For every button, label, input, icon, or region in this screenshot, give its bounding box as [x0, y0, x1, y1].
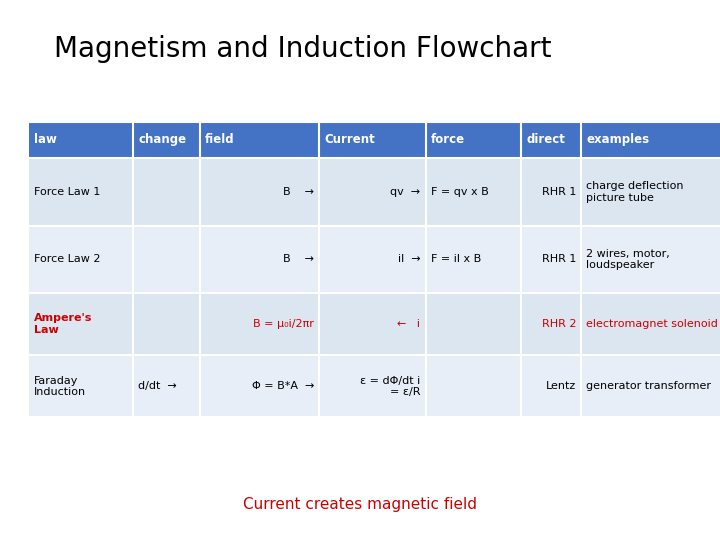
Text: B    →: B → — [283, 187, 314, 197]
Text: change: change — [138, 133, 186, 146]
Text: Faraday
Induction: Faraday Induction — [34, 375, 86, 397]
Text: direct: direct — [526, 133, 565, 146]
Bar — [581, 122, 720, 158]
Text: generator transformer: generator transformer — [586, 381, 711, 391]
Text: Force Law 1: Force Law 1 — [34, 187, 100, 197]
Text: RHR 1: RHR 1 — [541, 187, 576, 197]
Text: Φ = B*A  →: Φ = B*A → — [251, 381, 314, 391]
Text: Current: Current — [324, 133, 374, 146]
Text: Magnetism and Induction Flowchart: Magnetism and Induction Flowchart — [54, 35, 552, 63]
Text: law: law — [34, 133, 57, 146]
Bar — [200, 122, 319, 158]
Bar — [29, 293, 720, 355]
Bar — [426, 122, 521, 158]
Text: il  →: il → — [398, 254, 420, 265]
Bar — [29, 355, 720, 417]
Text: Force Law 2: Force Law 2 — [34, 254, 100, 265]
Text: Ampere's
Law: Ampere's Law — [34, 313, 92, 335]
Text: RHR 2: RHR 2 — [541, 319, 576, 329]
Text: qv  →: qv → — [390, 187, 420, 197]
Bar — [29, 158, 720, 226]
Bar — [521, 122, 581, 158]
Text: RHR 1: RHR 1 — [541, 254, 576, 265]
Bar — [319, 122, 426, 158]
Text: charge deflection
picture tube: charge deflection picture tube — [586, 181, 683, 202]
Text: examples: examples — [586, 133, 649, 146]
Bar — [29, 122, 133, 158]
Text: d/dt  →: d/dt → — [138, 381, 177, 391]
Text: F = il x B: F = il x B — [431, 254, 481, 265]
Text: electromagnet solenoid: electromagnet solenoid — [586, 319, 718, 329]
Text: B = μ₀i/2πr: B = μ₀i/2πr — [253, 319, 314, 329]
Text: force: force — [431, 133, 464, 146]
Text: field: field — [205, 133, 235, 146]
Text: Lentz: Lentz — [546, 381, 576, 391]
Bar — [29, 226, 720, 293]
Bar — [133, 122, 200, 158]
Text: 2 wires, motor,
loudspeaker: 2 wires, motor, loudspeaker — [586, 248, 670, 270]
Text: F = qv x B: F = qv x B — [431, 187, 488, 197]
Text: B    →: B → — [283, 254, 314, 265]
Text: Current creates magnetic field: Current creates magnetic field — [243, 497, 477, 512]
Text: ε = dΦ/dt i
= ε/R: ε = dΦ/dt i = ε/R — [360, 375, 420, 397]
Text: ←   i: ← i — [397, 319, 420, 329]
